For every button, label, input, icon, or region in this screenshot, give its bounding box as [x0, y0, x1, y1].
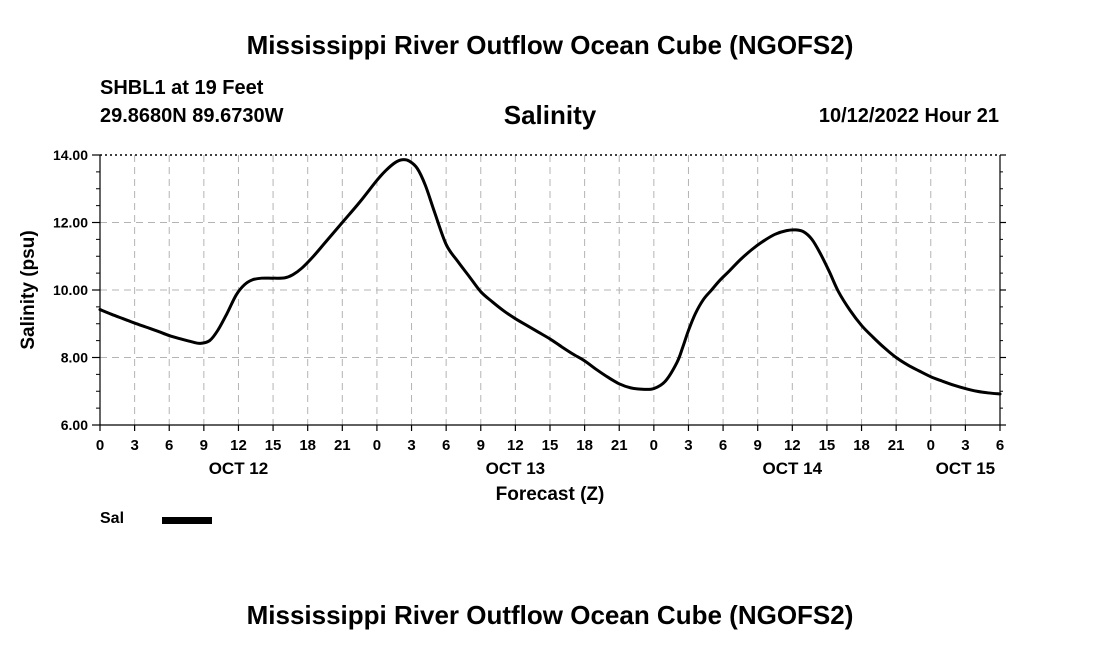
- forecast-timestamp: 10/12/2022 Hour 21: [818, 105, 999, 127]
- x-tick-label: 12: [230, 437, 247, 454]
- legend-label: Sal: [100, 510, 125, 527]
- x-tick-label: 0: [373, 437, 381, 454]
- x-tick-label: 6: [996, 437, 1004, 454]
- axis-labels: 6.00 8.00 10.00 12.00 14.00 0 3 6 9 12 15 18 21 0 3 6 9 1…: [18, 147, 1004, 505]
- x-tick-label: 9: [200, 437, 208, 454]
- y-tick-label: 10.00: [53, 282, 88, 298]
- x-tick-label: 3: [130, 437, 138, 454]
- y-tick-label: 8.00: [61, 350, 88, 366]
- y-tick-label: 6.00: [61, 417, 88, 433]
- x-tick-label: 21: [888, 437, 905, 454]
- x-tick-label: 18: [299, 437, 316, 454]
- date-label: OCT 12: [209, 459, 269, 478]
- date-label: OCT 14: [763, 459, 823, 478]
- x-tick-label: 6: [442, 437, 450, 454]
- plot-title: Salinity: [503, 100, 597, 130]
- x-tick-label: 3: [684, 437, 692, 454]
- x-tick-label: 15: [265, 437, 282, 454]
- x-tick-label: 0: [96, 437, 104, 454]
- x-tick-label: 18: [576, 437, 593, 454]
- x-tick-label: 3: [407, 437, 415, 454]
- axes: [92, 154, 1006, 431]
- x-tick-label: 15: [819, 437, 836, 454]
- station-coordinates: 29.8680N 89.6730W: [100, 105, 284, 127]
- x-tick-label: 12: [784, 437, 801, 454]
- x-tick-label: 21: [611, 437, 628, 454]
- date-label: OCT 15: [936, 459, 996, 478]
- x-tick-label: 9: [477, 437, 485, 454]
- x-tick-label: 18: [853, 437, 870, 454]
- x-tick-label: 6: [719, 437, 727, 454]
- x-tick-label: 9: [754, 437, 762, 454]
- y-tick-label: 12.00: [53, 215, 88, 231]
- y-tick-label: 14.00: [53, 147, 88, 163]
- x-tick-label: 6: [165, 437, 173, 454]
- footer-title: Mississippi River Outflow Ocean Cube (NG…: [246, 600, 854, 630]
- x-tick-label: 21: [334, 437, 351, 454]
- legend-swatch: [162, 517, 212, 524]
- station-name: SHBL1 at 19 Feet: [100, 77, 264, 99]
- x-tick-label: 12: [507, 437, 524, 454]
- x-tick-label: 3: [961, 437, 969, 454]
- x-tick-label: 0: [927, 437, 935, 454]
- chart-title: Mississippi River Outflow Ocean Cube (NG…: [246, 30, 854, 60]
- x-tick-label: 15: [542, 437, 559, 454]
- date-label: OCT 13: [486, 459, 546, 478]
- grid-lines: [100, 155, 1000, 425]
- series-layer: [98, 158, 1002, 396]
- x-tick-label: 0: [650, 437, 658, 454]
- x-axis-title: Forecast (Z): [496, 484, 605, 505]
- series-line-sal: [98, 158, 1002, 396]
- y-axis-title: Salinity (psu): [18, 230, 39, 349]
